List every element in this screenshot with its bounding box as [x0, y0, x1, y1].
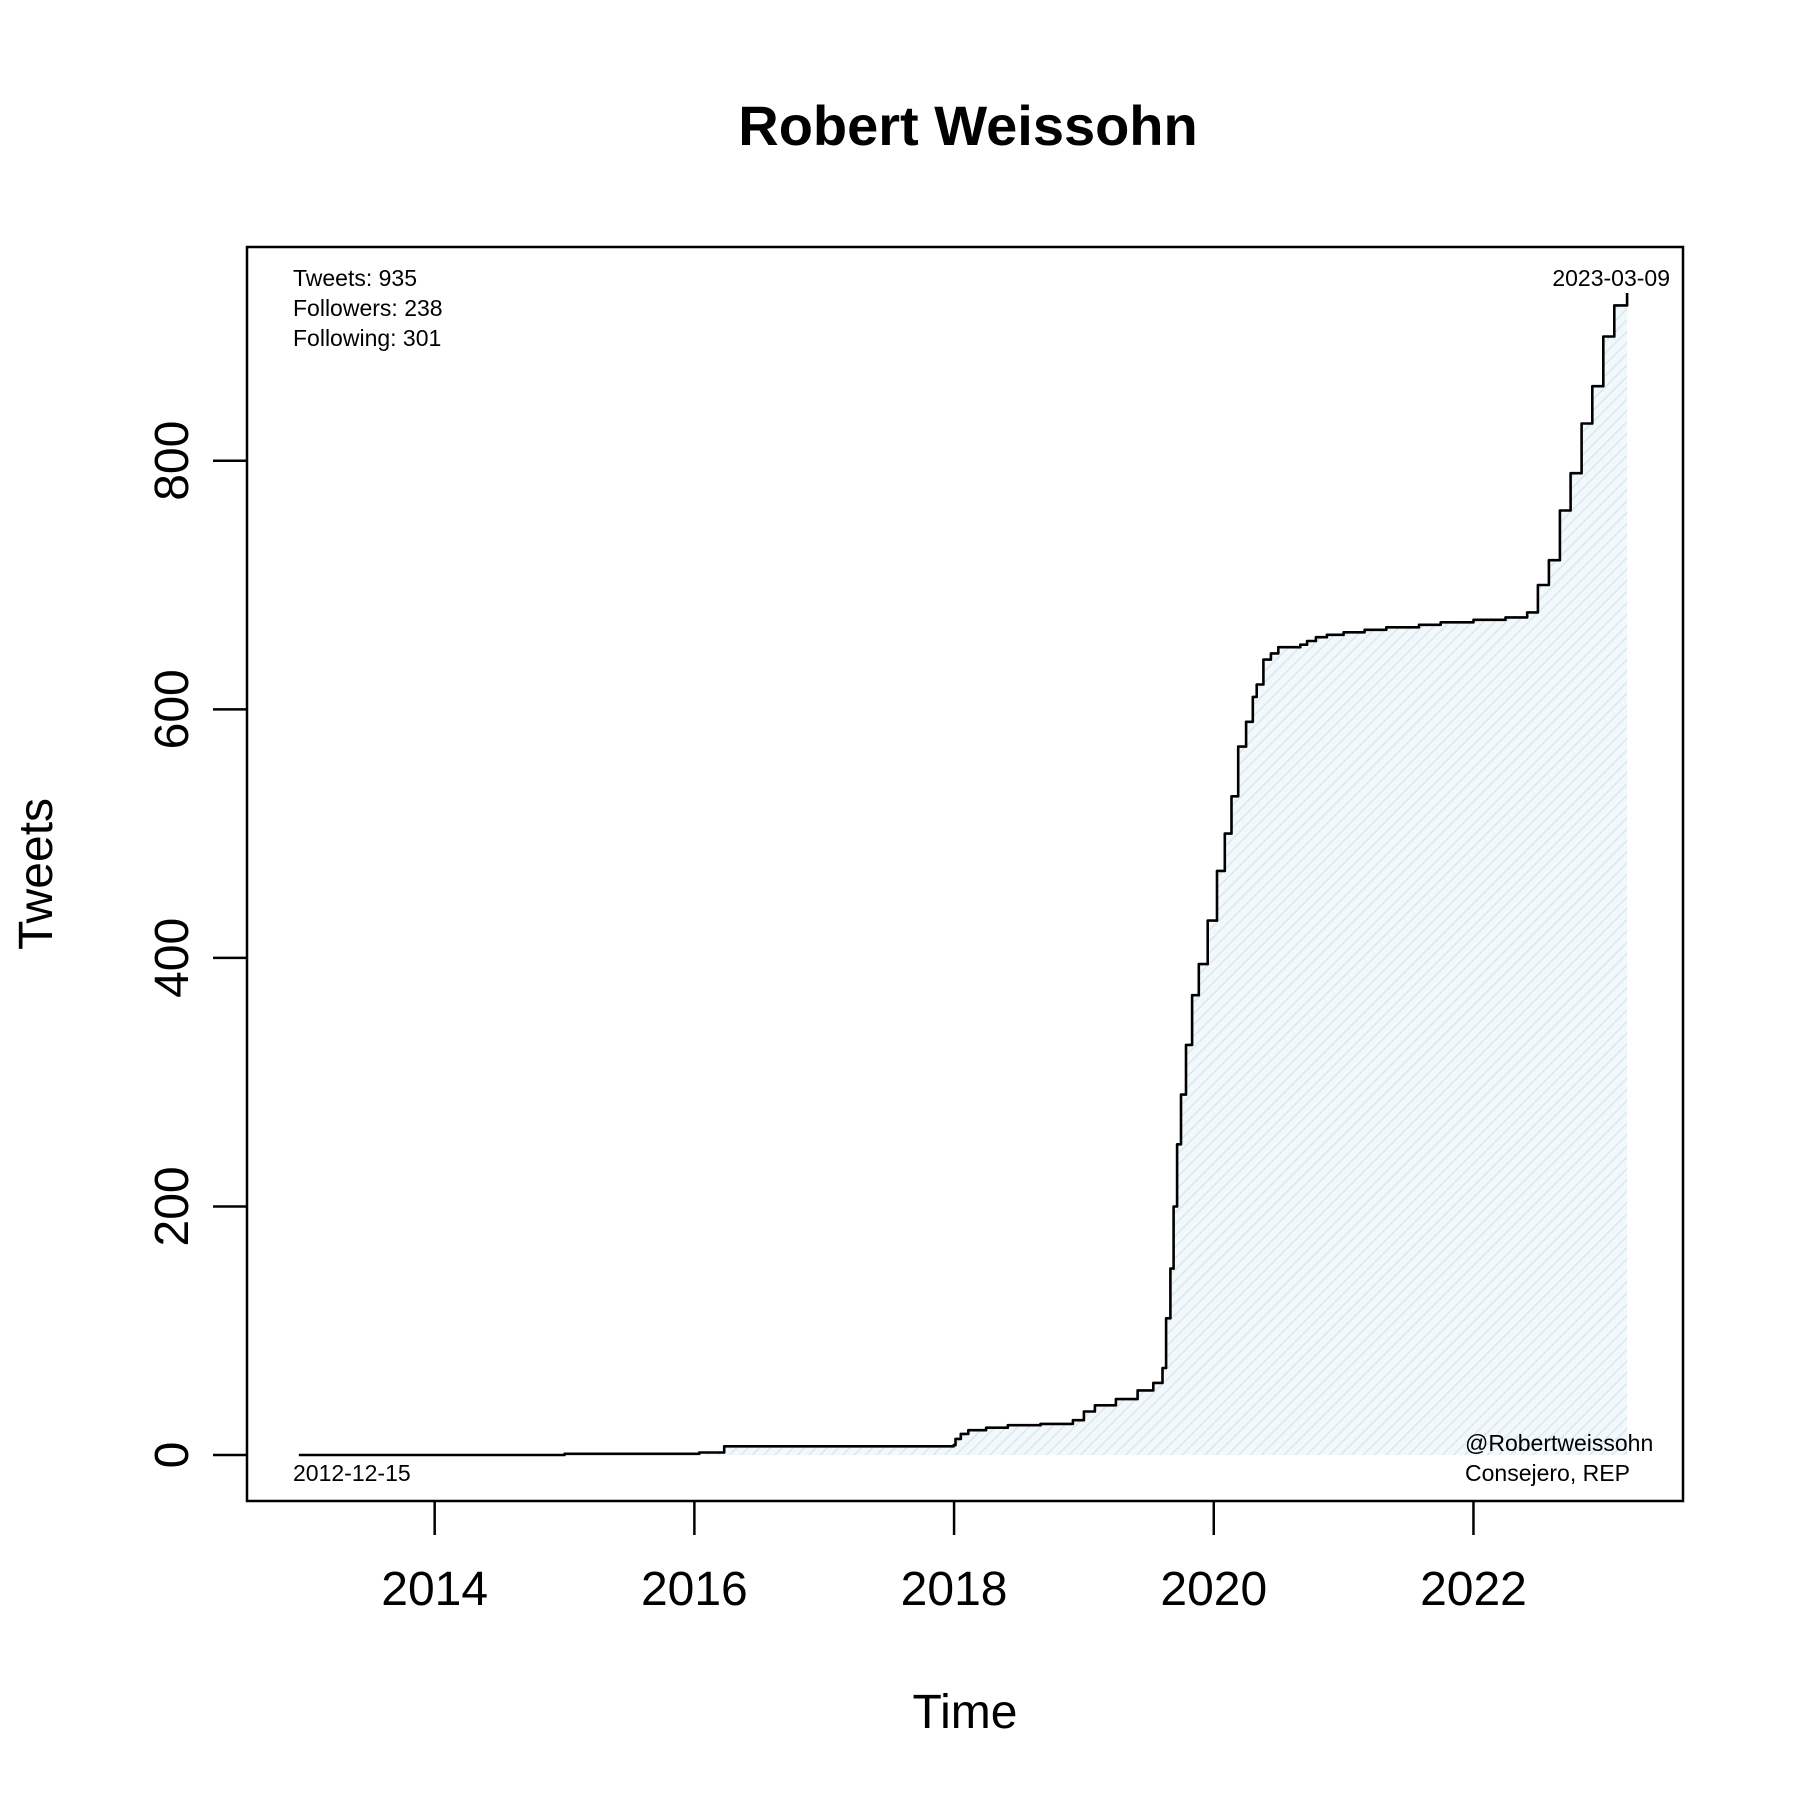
handle-annotation: @Robertweissohn — [1465, 1430, 1653, 1456]
x-tick-label: 2020 — [1160, 1563, 1267, 1616]
x-tick-label: 2022 — [1420, 1563, 1527, 1616]
x-tick-label: 2014 — [381, 1563, 488, 1616]
y-axis-label: Tweets — [10, 798, 63, 950]
chart-title: Robert Weissohn — [738, 94, 1197, 157]
x-tick-label: 2016 — [641, 1563, 748, 1616]
followers-count-annotation: Followers: 238 — [293, 295, 443, 321]
following-count-annotation: Following: 301 — [293, 325, 441, 351]
start-date-annotation: 2012-12-15 — [293, 1460, 411, 1486]
role-annotation: Consejero, REP — [1465, 1460, 1630, 1486]
x-axis: 2014 2016 2018 2020 2022 — [381, 1501, 1527, 1616]
y-tick-label: 400 — [146, 918, 199, 998]
y-tick-label: 600 — [146, 669, 199, 749]
x-axis-label: Time — [913, 1686, 1018, 1739]
series-layer — [298, 293, 1629, 1457]
plot-frame — [245, 245, 1685, 1503]
x-tick-label: 2018 — [901, 1563, 1008, 1616]
series-line-tweets — [298, 293, 1629, 1457]
y-axis: 0 200 400 600 800 — [146, 421, 247, 1469]
y-tick-label: 800 — [146, 421, 199, 501]
end-date-annotation: 2023-03-09 — [1552, 265, 1670, 291]
y-tick-label: 200 — [146, 1166, 199, 1246]
y-tick-label: 0 — [146, 1442, 199, 1469]
tweets-count-annotation: Tweets: 935 — [293, 265, 417, 291]
series-area-fill — [298, 293, 1628, 1455]
